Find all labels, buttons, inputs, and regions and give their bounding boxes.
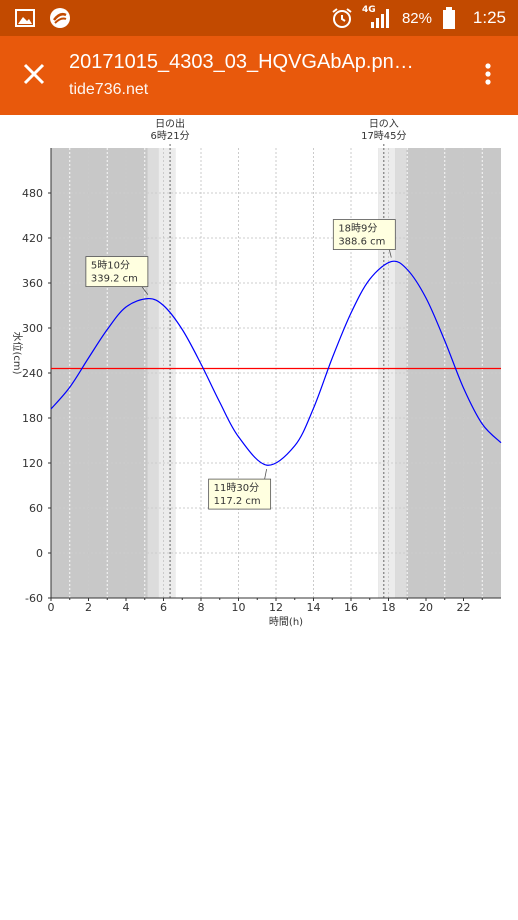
x-tick-label: 14 <box>307 601 321 614</box>
x-tick-label: 22 <box>457 601 471 614</box>
battery-percent: 82% <box>401 9 432 27</box>
annotation-value: 388.6 cm <box>338 237 385 248</box>
y-tick-label: 240 <box>22 367 43 380</box>
network-type: 4G <box>362 5 376 15</box>
battery-icon <box>442 0 456 36</box>
sunrise-label: 日の出 <box>155 117 185 130</box>
x-tick-label: 8 <box>198 601 205 614</box>
tide-chart: 日の出6時21分日の入17時45分-6006012018024030036042… <box>11 117 502 628</box>
alarm-icon <box>330 0 354 36</box>
more-options-button[interactable] <box>476 58 500 94</box>
x-tick-label: 20 <box>419 601 433 614</box>
annotation-box <box>85 256 149 288</box>
y-tick-label: 300 <box>22 322 43 335</box>
x-tick-label: 16 <box>344 601 358 614</box>
x-tick-label: 4 <box>123 601 130 614</box>
annotation-value: 117.2 cm <box>214 496 261 507</box>
tide-series-line <box>50 260 502 466</box>
app-icon <box>48 0 72 36</box>
signal-icon <box>368 0 392 36</box>
x-tick-label: 2 <box>85 601 92 614</box>
y-tick-label: 420 <box>22 232 43 245</box>
close-icon <box>23 63 45 89</box>
tide-chart-container: 日の出 6時21分 日の入 17時45分 -60 0 60 120 180 240 300 360 42… <box>0 115 518 635</box>
y-tick-label: 0 <box>36 547 43 560</box>
x-tick-label: 10 <box>232 601 246 614</box>
x-tick-label: 18 <box>382 601 396 614</box>
annotation-time: 5時10分 <box>91 260 130 272</box>
dusk-light-band <box>378 148 396 598</box>
sunset-label: 日の入 <box>369 119 399 130</box>
more-vert-icon <box>485 62 491 90</box>
annotation-value: 339.2 cm <box>91 274 138 285</box>
app-bar: 20171015_4303_03_HQVGAbAp.pn… tide736.ne… <box>0 36 518 115</box>
annotation-time: 18時9分 <box>338 223 377 235</box>
annotation-pointer <box>141 286 149 295</box>
clock: 1:25 <box>472 8 506 27</box>
annotation-pointer <box>264 469 268 480</box>
y-tick-label: 180 <box>22 412 43 425</box>
status-bar: 4G 82% 1:25 <box>0 0 518 36</box>
sunrise-time: 6時21分 <box>151 130 190 142</box>
y-tick-label: -60 <box>25 592 43 605</box>
annotation-box <box>332 219 396 250</box>
page-title: 20171015_4303_03_HQVGAbAp.pn… <box>69 51 414 73</box>
x-tick-label: 12 <box>269 601 283 614</box>
x-tick-label: 6 <box>160 601 167 614</box>
annotation-box <box>208 478 272 510</box>
close-button[interactable] <box>14 56 54 96</box>
y-tick-label: 480 <box>22 187 43 200</box>
annotation-time: 11時30分 <box>214 482 259 494</box>
y-axis-label: 水位(cm) <box>11 331 24 374</box>
gallery-icon <box>14 0 36 36</box>
y-tick-label: 120 <box>22 457 43 470</box>
x-tick-label: 0 <box>48 601 55 614</box>
y-tick-label: 60 <box>29 502 43 515</box>
sunset-time: 17時45分 <box>361 130 406 142</box>
page-subtitle: tide736.net <box>69 81 149 98</box>
x-axis-label: 時間(h) <box>269 616 303 628</box>
annotation-pointer <box>388 249 392 258</box>
y-tick-label: 360 <box>22 277 43 290</box>
